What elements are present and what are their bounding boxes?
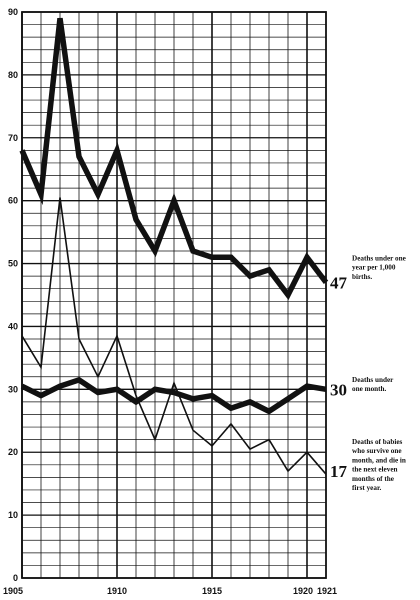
x-tick-label: 1920 (293, 586, 313, 596)
y-tick-label: 80 (8, 70, 18, 80)
y-tick-label: 90 (8, 7, 18, 17)
series-line-1 (19, 17, 329, 301)
series-end-value: 17 (330, 462, 348, 481)
y-tick-label: 50 (8, 259, 18, 269)
y-tick-label: 60 (8, 196, 18, 206)
y-tick-label: 40 (8, 321, 18, 331)
series-line-3 (21, 197, 327, 475)
series-label: Deaths of babies who survive one month, an… (352, 438, 406, 492)
y-tick-label: 70 (8, 133, 18, 143)
series-end-value: 30 (330, 380, 347, 399)
grid-lines (21, 11, 327, 579)
y-tick-label: 20 (8, 447, 18, 457)
series-label: Deaths under one year per 1,000 births. (352, 254, 406, 280)
y-tick-label: 30 (8, 384, 18, 394)
y-tick-label: 0 (13, 573, 18, 583)
series-lines (19, 17, 329, 475)
y-tick-label: 10 (8, 510, 18, 520)
tick-labels: 1905 1910 1915 1920 1921 0 10 20 30 40 50 60 70 80 90 (3, 7, 337, 596)
x-tick-label: 1910 (107, 586, 127, 596)
series-line-2 (20, 376, 327, 415)
x-tick-label: 1921 (317, 586, 337, 596)
series-label: Deaths under one month. (352, 376, 394, 393)
series-end-value: 47 (330, 273, 348, 292)
plot-frame (21, 11, 327, 579)
x-tick-label: 1915 (202, 586, 222, 596)
x-tick-label: 1905 (3, 586, 23, 596)
